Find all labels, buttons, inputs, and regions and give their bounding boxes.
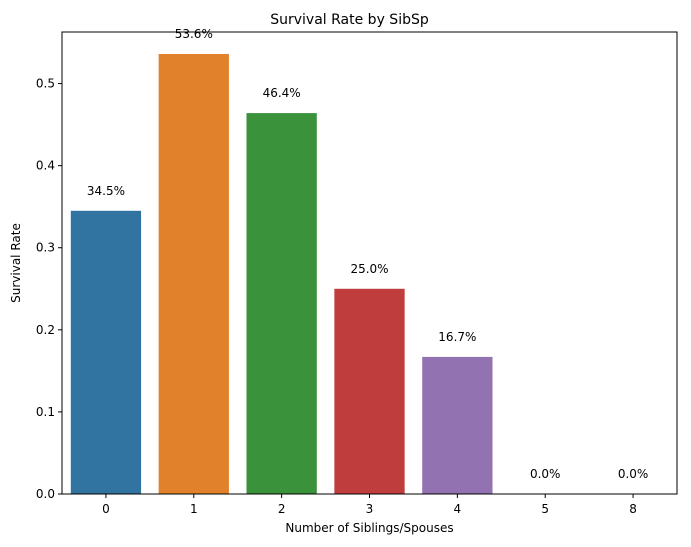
chart-title: Survival Rate by SibSp: [270, 12, 429, 28]
y-tick-label-2: 0.2: [36, 323, 55, 337]
data-label-2: 46.4%: [263, 86, 301, 100]
y-tick-label-3: 0.3: [36, 241, 55, 255]
data-labels-layer: 34.5% 53.6% 46.4% 25.0% 16.7% 0.0% 0.0%: [87, 27, 648, 481]
x-tick-label-8: 8: [629, 502, 637, 516]
x-tick-label-0: 0: [102, 502, 110, 516]
data-label-0: 34.5%: [87, 184, 125, 198]
x-axis-ticks: 0 1 2 3 4 5 8: [102, 494, 637, 516]
data-label-4: 16.7%: [438, 330, 476, 344]
plot-frame: [61, 31, 678, 495]
bars-layer: [70, 54, 493, 495]
bar-1: [158, 54, 229, 494]
x-tick-label-4: 4: [454, 502, 462, 516]
y-tick-label-0: 0.0: [36, 487, 55, 501]
y-axis-label: Survival Rate: [9, 223, 23, 303]
x-tick-label-3: 3: [366, 502, 374, 516]
data-label-5: 0.0%: [530, 467, 561, 481]
bar-3: [334, 288, 405, 494]
bar-0: [70, 210, 142, 495]
data-label-3: 25.0%: [350, 262, 388, 276]
x-axis-label: Number of Siblings/Spouses: [285, 521, 453, 535]
x-tick-label-5: 5: [541, 502, 549, 516]
x-tick-label-1: 1: [190, 502, 198, 516]
bar-4: [422, 356, 493, 494]
data-label-8: 0.0%: [618, 467, 649, 481]
y-axis-ticks: 0.0 0.1 0.2 0.3 0.4 0.5: [36, 77, 62, 501]
y-tick-label-1: 0.1: [36, 405, 55, 419]
bar-2: [246, 113, 317, 494]
y-tick-label-4: 0.4: [36, 159, 55, 173]
x-tick-label-2: 2: [278, 502, 286, 516]
y-tick-label-5: 0.5: [36, 77, 55, 91]
data-label-1: 53.6%: [175, 27, 213, 41]
